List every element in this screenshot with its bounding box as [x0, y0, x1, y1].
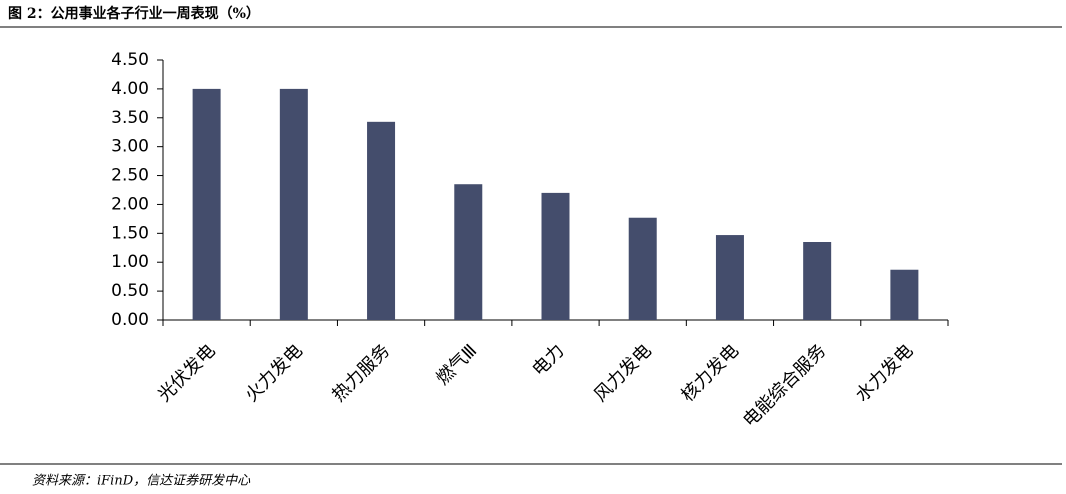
bar	[454, 184, 483, 320]
y-tick-label: 4.00	[111, 79, 149, 99]
x-tick-label: 火力发电	[241, 340, 307, 406]
y-tick-label: 1.00	[111, 252, 149, 272]
bar	[803, 242, 832, 320]
bar	[715, 235, 744, 320]
x-tick-label: 电力	[528, 340, 568, 380]
x-tick-label: 风力发电	[590, 340, 656, 406]
y-tick-label: 2.00	[111, 194, 149, 214]
y-tick-label: 1.50	[111, 223, 149, 243]
bar	[890, 269, 919, 320]
y-tick-label: 0.00	[111, 310, 149, 330]
x-tick-label: 光伏发电	[154, 340, 220, 406]
bar	[541, 192, 570, 320]
x-tick-label: 电能综合服务	[739, 340, 830, 431]
y-tick-label: 3.00	[111, 137, 149, 157]
y-tick-label: 4.50	[111, 50, 149, 70]
bar	[279, 88, 308, 320]
x-tick-label: 核力发电	[677, 340, 743, 406]
chart-title: 图 2：公用事业各子行业一周表现（%）	[8, 5, 260, 22]
x-tick-label: 水力发电	[852, 340, 918, 406]
bar	[628, 217, 657, 320]
bar	[192, 88, 221, 320]
x-tick-label: 燃气Ⅲ	[432, 340, 481, 389]
y-tick-label: 3.50	[111, 108, 149, 128]
source-note: 资料来源：iFinD，信达证券研发中心	[32, 474, 251, 489]
y-tick-label: 0.50	[111, 281, 149, 301]
x-tick-label: 热力服务	[328, 340, 394, 406]
bar	[367, 121, 396, 320]
y-tick-label: 2.50	[111, 166, 149, 186]
